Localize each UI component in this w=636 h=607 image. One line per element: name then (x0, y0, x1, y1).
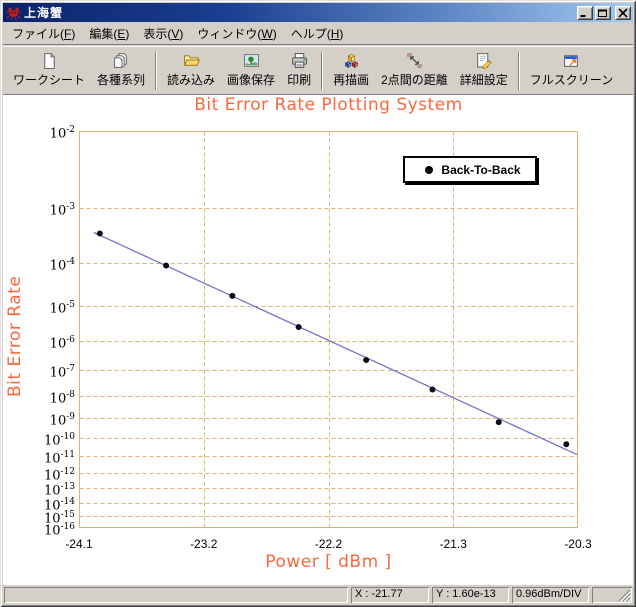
menu-item-file[interactable]: ファイル(F) (12, 26, 76, 41)
toolbar-button-label: 読み込み (167, 73, 216, 87)
toolbar: ワークシート 各種系列 読み込み 画像保存 印刷 再描画 2点間の距離 詳細設定 フルスクリーン (3, 46, 633, 95)
distance-icon (406, 52, 423, 69)
y-tick-label: 10-16 (43, 522, 75, 539)
toolbar-button-label: 2点間の距離 (381, 73, 448, 87)
toolbar-separator (155, 52, 158, 90)
toolbar-button-print[interactable]: 印刷 (281, 50, 317, 89)
menu-item-help[interactable]: ヘルプ(H) (290, 26, 344, 41)
y-tick-label: 10-11 (43, 450, 75, 467)
toolbar-button-label: 詳細設定 (459, 73, 508, 87)
save-image-icon (243, 52, 260, 69)
fit-line (93, 231, 578, 456)
toolbar-button-redraw[interactable]: 再描画 (327, 50, 375, 89)
toolbar-separator (321, 52, 324, 90)
menu-item-edit[interactable]: 編集(E) (89, 26, 130, 41)
fullscreen-icon (563, 52, 580, 69)
toolbar-button-fullscreen[interactable]: フルスクリーン (524, 50, 619, 89)
x-tick-label: -22.2 (314, 537, 343, 551)
crab-app-icon (6, 7, 21, 20)
toolbar-button-label: ワークシート (13, 73, 86, 87)
redraw-cubes-icon (343, 52, 360, 69)
legend-box: Back-To-Back (403, 156, 537, 183)
legend-marker-icon (425, 165, 433, 174)
close-button[interactable] (615, 5, 631, 20)
settings-icon (475, 52, 493, 69)
y-tick-label: 10-7 (49, 364, 75, 381)
y-tick-label: 10-13 (43, 482, 75, 499)
minimize-button[interactable] (577, 5, 593, 20)
y-tick-label: 10-10 (43, 432, 75, 449)
data-point (295, 324, 302, 331)
status-y-readout: Y : 1.60e-13 (432, 587, 509, 603)
toolbar-button-label: 各種系列 (97, 73, 146, 87)
title-bar: 上海蟹 (3, 3, 633, 22)
y-tick-label: 10-4 (49, 257, 75, 274)
toolbar-button-two-point-distance[interactable]: 2点間の距離 (375, 50, 454, 89)
x-tick-label: -21.3 (439, 537, 467, 551)
toolbar-separator (517, 52, 520, 90)
chart-client-area: Bit Error Rate Plotting System Bit Error… (3, 95, 633, 585)
toolbar-button-label: フルスクリーン (529, 73, 614, 87)
data-point (96, 230, 103, 237)
menu-item-view[interactable]: 表示(V) (143, 26, 184, 41)
x-tick-label: -24.1 (65, 537, 93, 551)
open-folder-icon (183, 52, 200, 69)
toolbar-button-label: 印刷 (287, 73, 312, 87)
status-grip-panel (592, 587, 632, 603)
y-tick-label: 10-15 (43, 509, 75, 526)
x-tick-label: -23.2 (190, 537, 218, 551)
toolbar-button-load[interactable]: 読み込み (161, 50, 221, 89)
window-title: 上海蟹 (24, 6, 64, 20)
toolbar-button-worksheet[interactable]: ワークシート (7, 50, 91, 89)
chart-title: Bit Error Rate Plotting System (194, 95, 463, 115)
minimize-icon (580, 14, 586, 17)
toolbar-button-label: 画像保存 (227, 73, 276, 87)
toolbar-button-series-list[interactable]: 各種系列 (91, 50, 151, 89)
status-message-panel (4, 587, 348, 603)
close-icon (618, 7, 628, 18)
menu-bar: ファイル(F) 編集(E) 表示(V) ウィンドウ(W) ヘルプ(H) (3, 22, 633, 45)
menu-item-window[interactable]: ウィンドウ(W) (197, 26, 277, 41)
data-point (495, 419, 502, 426)
worksheet-icon (41, 52, 58, 69)
y-tick-label: 10-3 (49, 202, 75, 219)
plot-area[interactable] (3, 95, 633, 585)
maximize-icon (598, 9, 607, 17)
printer-icon (291, 52, 308, 69)
y-tick-label: 10-12 (43, 467, 75, 484)
plot-frame (79, 131, 578, 528)
y-tick-label: 10-6 (49, 334, 75, 352)
data-point (563, 441, 570, 448)
series-icon (113, 52, 130, 69)
status-scale-readout: 0.96dBm/DIV (512, 587, 589, 603)
status-bar: X : -21.77 Y : 1.60e-13 0.96dBm/DIV (3, 585, 633, 604)
x-tick-label: -20.3 (564, 537, 592, 551)
data-point (229, 292, 236, 299)
y-tick-label: 10-9 (49, 412, 75, 429)
y-tick-label: 10-2 (49, 125, 75, 142)
maximize-button[interactable] (595, 5, 611, 20)
legend-label: Back-To-Back (441, 162, 521, 177)
toolbar-button-save-image[interactable]: 画像保存 (221, 50, 281, 89)
status-x-readout: X : -21.77 (351, 587, 429, 603)
data-point (363, 357, 370, 364)
toolbar-button-detail-settings[interactable]: 詳細設定 (454, 50, 514, 89)
resize-grip-icon[interactable] (618, 589, 631, 602)
y-tick-label: 10-5 (49, 299, 75, 317)
y-tick-label: 10-14 (43, 496, 75, 513)
data-point (429, 386, 436, 393)
y-tick-label: 10-8 (49, 389, 75, 406)
toolbar-button-label: 再描画 (333, 73, 370, 87)
x-axis-label: Power [ dBm ] (265, 552, 392, 572)
data-point (163, 262, 170, 269)
